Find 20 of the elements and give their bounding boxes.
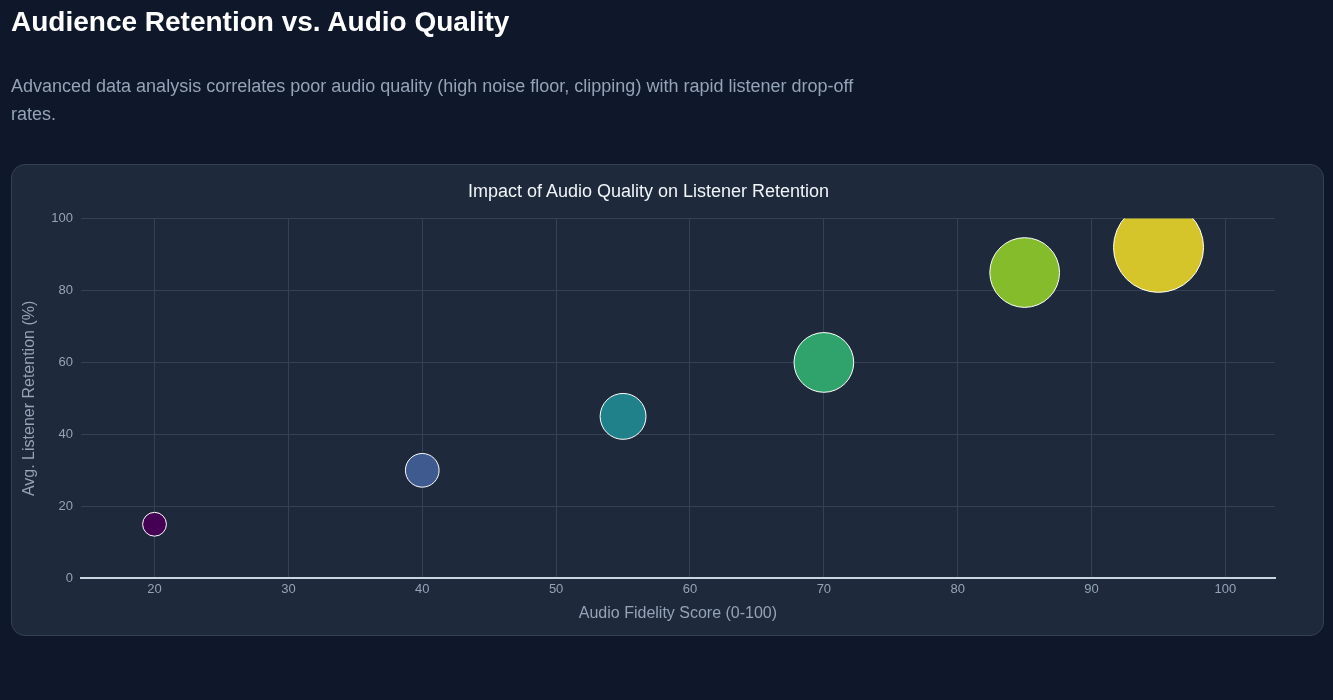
chart-title: Impact of Audio Quality on Listener Retention [467,180,830,201]
y-tick-label: 100 [51,210,73,226]
x-tick-label: 80 [950,580,965,596]
x-tick-label: 90 [1084,580,1099,596]
y-axis-title: Avg. Listener Retention (%) [20,300,38,497]
x-tick-label: 20 [147,580,162,596]
x-tick-label: 60 [682,580,698,596]
x-tick-label: 50 [548,580,564,596]
y-tick-label: 40 [58,425,73,441]
y-tick-label: 80 [58,282,73,298]
x-tick-label: 100 [1214,580,1237,596]
x-tick-label: 70 [816,580,832,596]
x-tick-label: 40 [415,580,430,596]
y-tick-label: 20 [58,497,73,513]
x-tick-label: 30 [281,580,296,596]
y-tick-label: 60 [58,354,73,370]
x-axis-title: Audio Fidelity Score (0-100) [578,603,778,621]
text: Advanced data analysis correlates poor audio quality (high noise floor, clipping) with rapid listener drop-off rates. [11,75,855,126]
text: Audience Retention vs. Audio Quality [11,6,510,38]
y-tick-label: 0 [65,569,73,585]
